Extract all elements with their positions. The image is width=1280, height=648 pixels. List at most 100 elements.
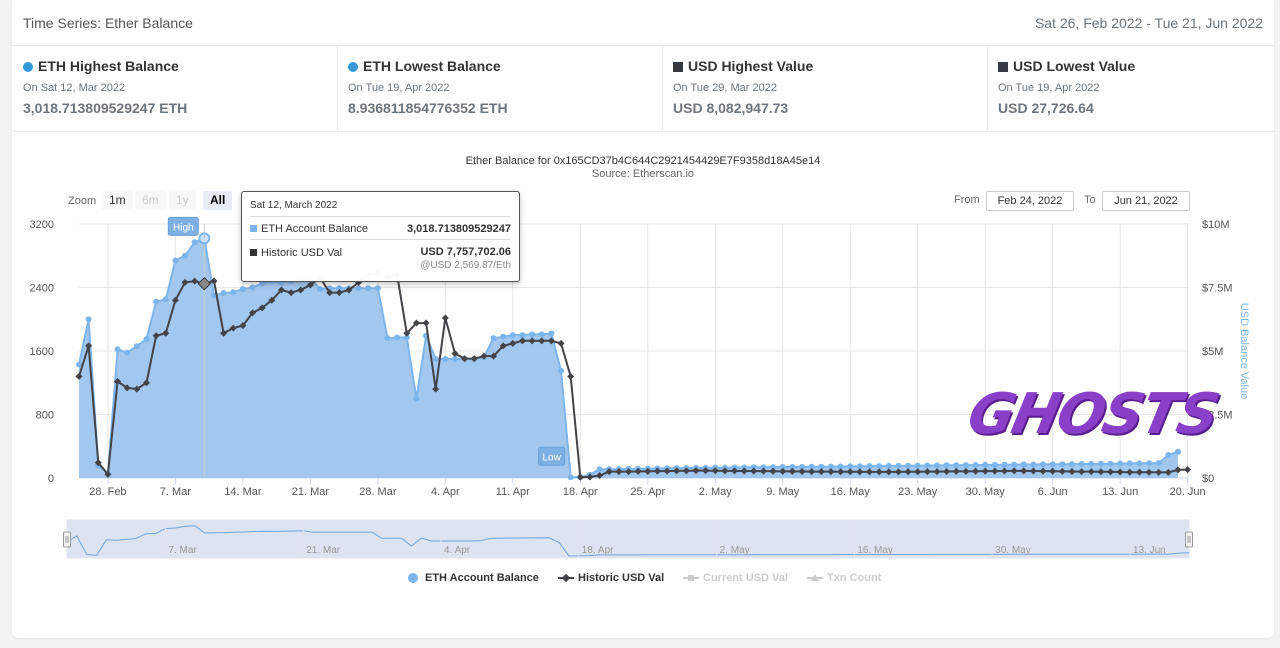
legend-label: Current USD Val [703,572,788,584]
eth-point [1097,460,1104,467]
usd-point [663,467,671,475]
eth-point [779,464,786,471]
eth-point [1107,460,1114,467]
eth-point [529,331,536,338]
usd-point [1097,468,1105,476]
dot-icon [408,573,418,583]
eth-point [519,332,526,339]
usd-point [615,468,623,476]
usd-point [808,468,816,476]
eth-point [1165,451,1172,458]
usd-point [750,467,758,475]
usd-point [287,289,295,297]
y-tick-label: 0 [48,473,54,485]
eth-point [249,284,256,291]
zoom-1y-button[interactable]: 1y [169,191,196,210]
usd-point [210,277,218,285]
line-marker-icon [807,574,823,581]
eth-point [133,343,140,350]
x-tick-label: 18. Apr [563,486,598,498]
usd-point [1135,468,1143,476]
stat-value: 3,018.713809529247 ETH [23,100,188,116]
usd-point [885,468,893,476]
usd-point [538,337,546,345]
eth-point [991,461,998,468]
legend-label: Txn Count [827,572,882,584]
line-marker-icon [558,573,574,583]
card-header: Time Series: Ether Balance Sat 26, Feb 2… [12,0,1274,46]
navigator-handle[interactable] [63,531,71,548]
usd-point [875,468,883,476]
eth-point [1088,460,1095,467]
eth-point [85,316,92,323]
x-tick-label: 14. Mar [224,486,262,498]
usd-point [528,337,536,345]
eth-point [1049,461,1056,468]
usd-point [866,468,874,476]
usd-point [1145,468,1153,476]
eth-point [837,463,844,470]
stat-value: 8.936811854776352 ETH [348,100,508,116]
usd-point [94,459,102,467]
usd-point [133,385,141,393]
eth-point [895,462,902,469]
stat-date: On Sat 12, Mar 2022 [23,82,126,94]
eth-point [538,331,545,338]
usd-point [596,471,604,479]
usd-point [123,384,131,392]
usd-point [827,468,835,476]
usd-point [1029,467,1037,475]
eth-point [866,463,873,470]
tooltip-date: Sat 12, March 2022 [250,200,338,211]
from-date-input[interactable]: Feb 24, 2022 [986,191,1074,211]
usd-point [1087,468,1095,476]
usd-point [1107,468,1115,476]
eth-point [365,285,372,292]
eth-point [162,296,169,303]
x-tick-label: 16. May [831,486,871,498]
chart-title: Ether Balance for 0x165CD37b4C644C292145… [465,155,821,167]
usd-point [692,467,700,475]
zoom-all-button[interactable]: All [203,191,233,210]
tooltip-usd-value: USD 7,757,702.06 [420,246,511,258]
x-tick-label: 6. Jun [1038,486,1068,498]
navigator-handle[interactable] [1185,531,1193,548]
eth-point [905,462,912,469]
stat-date: On Tue 19, Apr 2022 [348,82,450,94]
usd-point [1068,468,1076,476]
usd-point [721,467,729,475]
usd-point [972,467,980,475]
eth-point [924,462,931,469]
usd-point [769,467,777,475]
eth-point [509,332,516,339]
stat-title: USD Highest Value [688,58,814,74]
usd-point [576,473,584,481]
usd-point [152,332,160,340]
eth-point [770,464,777,471]
usd-point [981,467,989,475]
usd-point [605,468,613,476]
usd-point [991,467,999,475]
eth-point [1155,460,1162,467]
legend-label: ETH Account Balance [425,572,539,584]
usd-point [914,468,922,476]
zoom-6m-button[interactable]: 6m [135,191,166,210]
usd-point [557,339,565,347]
balance-chart[interactable]: 0 $0 800 $2.5M 1600 $5M 2400 $7.5M 3200 $10M USD B… [12,0,1274,638]
eth-point [403,334,410,341]
eth-point [943,462,950,469]
stat-usd-highest: USD Highest Value On Tue 29, Mar 2022 US… [662,45,988,131]
eth-point [1175,448,1181,455]
zoom-1m-button[interactable]: 1m [102,191,133,210]
usd-point [1116,468,1124,476]
x-tick-label: 30. May [966,486,1006,498]
legend-label: Historic USD Val [578,572,665,584]
to-date-input[interactable]: Jun 21, 2022 [1102,191,1190,211]
eth-point [153,298,160,305]
eth-point [885,462,892,469]
x-tick-label: 2. May [699,486,733,498]
eth-point [114,346,121,353]
usd-point [817,468,825,476]
eth-point [143,336,150,343]
usd-point [297,286,305,294]
